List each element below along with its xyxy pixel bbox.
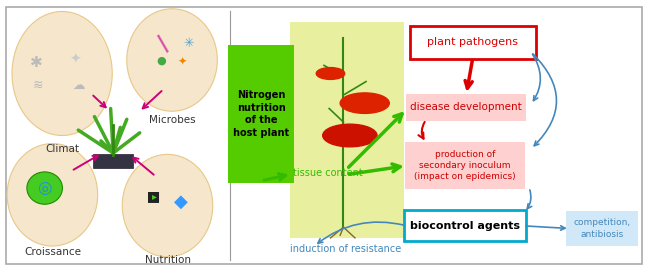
FancyBboxPatch shape — [566, 211, 638, 246]
Ellipse shape — [7, 144, 98, 246]
Text: ✱: ✱ — [30, 55, 43, 70]
Text: Nitrogen
nutrition
of the
host plant: Nitrogen nutrition of the host plant — [233, 90, 290, 137]
Text: induction of resistance: induction of resistance — [290, 244, 402, 254]
FancyBboxPatch shape — [410, 26, 536, 59]
Text: production of
secondary inoculum
(impact on epidemics): production of secondary inoculum (impact… — [414, 150, 516, 181]
Circle shape — [316, 67, 345, 79]
Text: disease development: disease development — [410, 102, 522, 112]
Circle shape — [340, 93, 389, 113]
Text: ✦: ✦ — [69, 53, 81, 67]
Text: ☁: ☁ — [72, 79, 84, 92]
Text: ◎: ◎ — [38, 179, 52, 197]
Ellipse shape — [127, 9, 217, 111]
Text: ●: ● — [156, 56, 166, 66]
FancyBboxPatch shape — [406, 94, 526, 121]
Ellipse shape — [27, 172, 62, 204]
Text: |: | — [154, 32, 170, 53]
Text: Climat: Climat — [45, 144, 79, 154]
Text: Nutrition: Nutrition — [145, 255, 191, 265]
Text: Microbes: Microbes — [149, 115, 195, 125]
Text: plant pathogens: plant pathogens — [427, 37, 518, 47]
FancyBboxPatch shape — [6, 7, 642, 264]
Text: tissue content: tissue content — [293, 168, 363, 178]
FancyBboxPatch shape — [405, 141, 525, 189]
FancyBboxPatch shape — [290, 22, 404, 238]
Text: biocontrol agents: biocontrol agents — [410, 221, 520, 231]
Text: ▸: ▸ — [152, 191, 156, 201]
Text: Croissance: Croissance — [24, 247, 81, 257]
Text: ✳: ✳ — [183, 37, 194, 50]
FancyBboxPatch shape — [228, 45, 294, 183]
Ellipse shape — [122, 154, 213, 257]
FancyBboxPatch shape — [404, 210, 526, 241]
Text: competition,
antibiosis: competition, antibiosis — [573, 218, 631, 238]
Text: ≋: ≋ — [33, 79, 43, 92]
Circle shape — [323, 124, 377, 147]
Text: ▪: ▪ — [146, 186, 161, 206]
Text: ✦: ✦ — [177, 56, 187, 66]
FancyBboxPatch shape — [93, 154, 133, 168]
Text: ◆: ◆ — [174, 192, 187, 210]
Ellipse shape — [12, 11, 112, 136]
